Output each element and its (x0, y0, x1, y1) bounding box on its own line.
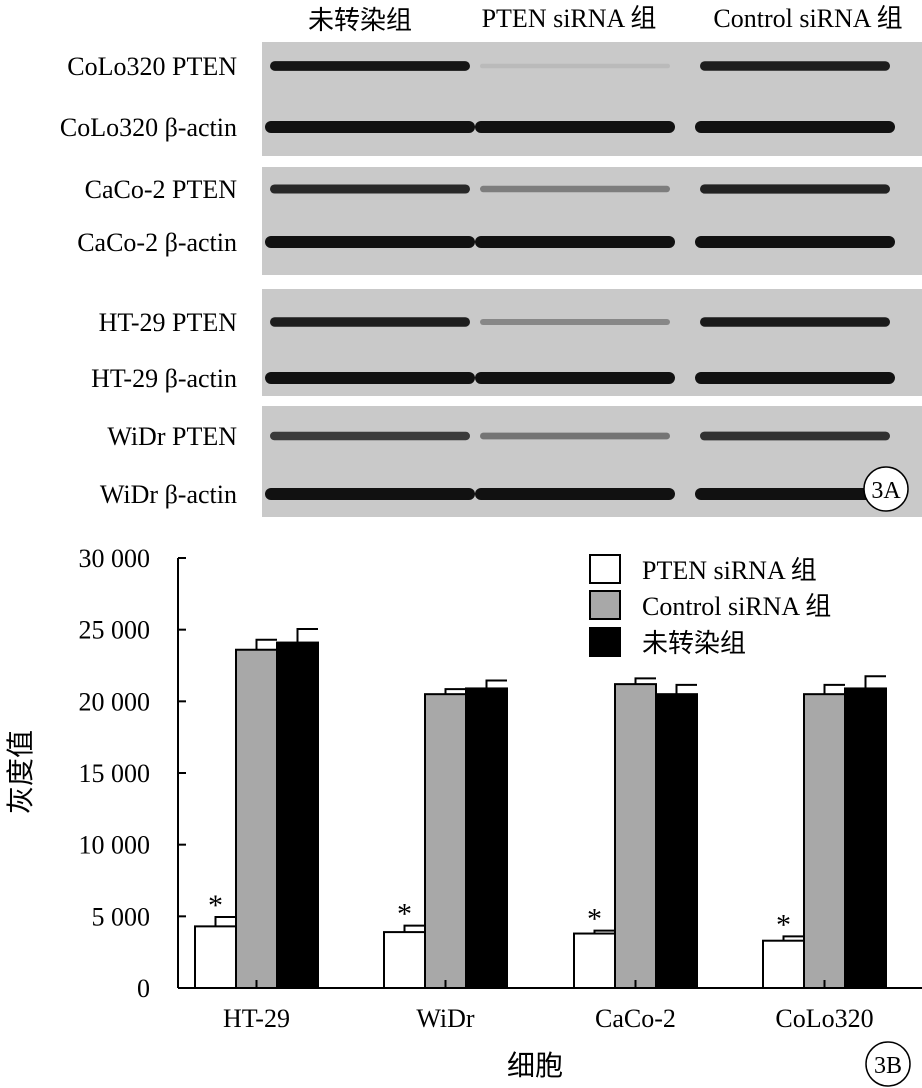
bar (655, 693, 698, 990)
bar (424, 693, 467, 990)
bar (573, 932, 616, 989)
blot-row-label: CoLo320 β-actin (60, 113, 237, 142)
significance-marker: * (208, 889, 223, 922)
bar (383, 931, 426, 989)
significance-marker: * (397, 898, 412, 931)
blot-row-label: CoLo320 PTEN (67, 52, 237, 81)
significance-marker: * (587, 903, 602, 936)
bar-group: * * * * (194, 627, 887, 990)
pten-band (480, 432, 670, 440)
actin-band (475, 488, 675, 500)
pten-band (270, 61, 470, 71)
legend-swatch (589, 627, 621, 657)
y-tick-label: 25 000 (79, 616, 151, 645)
y-axis-ticks: 0 5 000 10 000 15 000 20 000 25 000 30 000 (79, 544, 186, 1003)
x-tick-label: CaCo-2 (595, 1004, 676, 1033)
pten-band (700, 184, 890, 194)
y-tick-label: 20 000 (79, 687, 151, 716)
y-tick-label: 10 000 (79, 831, 151, 860)
badge-3b-label: 3B (874, 1053, 902, 1079)
pten-band (480, 318, 670, 326)
actin-band (475, 372, 675, 384)
bar (803, 693, 846, 990)
actin-band (695, 121, 895, 133)
bar (194, 925, 237, 989)
y-tick-label: 0 (137, 974, 150, 1003)
blot-row-label: CaCo-2 β-actin (77, 228, 237, 257)
blot-row-label: WiDr β-actin (100, 480, 237, 509)
legend-label: Control siRNA 组 (642, 592, 831, 621)
x-axis-label: 细胞 (507, 1049, 563, 1082)
blot-row-label: HT-29 β-actin (91, 364, 237, 393)
actin-band (265, 488, 475, 500)
actin-band (695, 236, 895, 248)
actin-band (475, 236, 675, 248)
x-tick-label: HT-29 (223, 1004, 290, 1033)
actin-band (695, 488, 895, 500)
legend-label: 未转染组 (642, 629, 746, 658)
significance-marker: * (776, 908, 791, 941)
blot-row-label: HT-29 PTEN (99, 308, 238, 337)
lane-header-untransfected: 未转染组 (308, 6, 412, 36)
bar (614, 683, 657, 990)
lane-header-control-sirna: Control siRNA 组 (713, 4, 902, 33)
pten-band (270, 184, 470, 194)
blot-row-label: WiDr PTEN (107, 422, 237, 451)
panel-b-badge: 3B (865, 1041, 911, 1087)
y-tick-label: 5 000 (92, 902, 151, 931)
badge-circle (863, 466, 909, 512)
pten-band (480, 185, 670, 193)
pten-band (270, 317, 470, 327)
pten-band (700, 431, 890, 441)
bar (465, 687, 508, 990)
legend-swatch (589, 590, 621, 620)
y-axis-label: 灰度值 (4, 730, 37, 814)
x-tick-label: CoLo320 (775, 1004, 873, 1033)
bar (235, 648, 278, 989)
actin-band (695, 372, 895, 384)
badge-3a-label: 3A (871, 478, 901, 504)
legend-label: PTEN siRNA 组 (642, 556, 817, 585)
actin-band (265, 236, 475, 248)
blot-box (262, 406, 922, 517)
actin-band (265, 372, 475, 384)
x-tick-label: WiDr (416, 1004, 474, 1033)
blot-group: CoLo320 PTEN CoLo320 β-actin CaCo-2 PTEN Ca… (60, 42, 922, 517)
y-tick-label: 15 000 (79, 759, 151, 788)
bar (276, 641, 319, 989)
actin-band (265, 121, 475, 133)
pten-band (700, 317, 890, 327)
pten-band (700, 61, 890, 71)
pten-band (480, 63, 670, 69)
legend-swatch (589, 554, 621, 584)
y-tick-label: 30 000 (79, 544, 151, 573)
blot-row-label: CaCo-2 PTEN (85, 175, 238, 204)
bar (844, 687, 887, 990)
pten-band (270, 431, 470, 441)
panel-a-badge: 3A (863, 466, 909, 512)
blot-box (262, 42, 922, 156)
western-blot-panel: 未转染组 PTEN siRNA 组 Control siRNA 组 CoLo32… (60, 4, 922, 517)
lane-header-pten-sirna: PTEN siRNA 组 (482, 4, 657, 33)
bar (762, 939, 805, 990)
x-axis-ticks: HT-29 WiDr CaCo-2 CoLo320 (223, 980, 874, 1033)
badge-circle (865, 1041, 911, 1087)
actin-band (475, 121, 675, 133)
blot-box (262, 167, 922, 275)
